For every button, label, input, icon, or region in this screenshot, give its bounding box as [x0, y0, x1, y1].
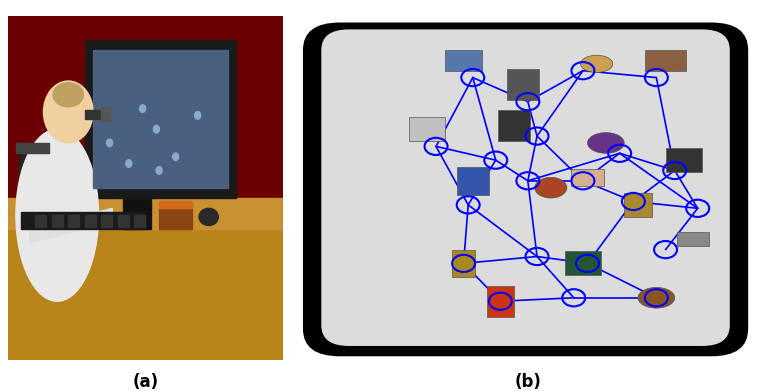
Bar: [457, 167, 489, 195]
Bar: [645, 50, 686, 71]
Bar: [452, 249, 475, 277]
Bar: [68, 215, 80, 227]
Bar: [85, 40, 236, 198]
Bar: [101, 107, 109, 120]
Bar: [101, 215, 112, 227]
Bar: [445, 50, 482, 71]
Ellipse shape: [535, 178, 567, 198]
Bar: [159, 208, 192, 229]
FancyBboxPatch shape: [321, 29, 730, 346]
Ellipse shape: [638, 287, 675, 308]
Ellipse shape: [199, 208, 218, 226]
FancyBboxPatch shape: [303, 23, 748, 356]
Circle shape: [156, 167, 162, 174]
Ellipse shape: [581, 55, 613, 72]
Circle shape: [153, 126, 159, 133]
Bar: [18, 143, 38, 229]
Circle shape: [125, 160, 132, 167]
Circle shape: [194, 112, 200, 119]
Ellipse shape: [16, 129, 99, 301]
Bar: [35, 215, 46, 227]
Bar: [409, 117, 445, 141]
Bar: [93, 50, 228, 188]
Bar: [21, 212, 145, 229]
Circle shape: [173, 153, 179, 160]
Circle shape: [106, 139, 112, 147]
Text: (a): (a): [132, 373, 158, 391]
Bar: [123, 195, 151, 229]
Bar: [85, 215, 96, 227]
Ellipse shape: [588, 133, 624, 153]
Bar: [135, 215, 145, 227]
Text: (b): (b): [514, 373, 542, 391]
Polygon shape: [8, 198, 283, 229]
Bar: [118, 215, 129, 227]
Bar: [666, 148, 702, 172]
Bar: [159, 201, 192, 208]
Ellipse shape: [53, 83, 83, 107]
Bar: [624, 193, 652, 217]
Circle shape: [44, 81, 93, 143]
Bar: [16, 143, 49, 153]
Bar: [571, 169, 604, 186]
Bar: [487, 286, 514, 317]
Bar: [498, 110, 530, 141]
Circle shape: [139, 105, 145, 112]
Bar: [507, 69, 539, 100]
Bar: [677, 232, 709, 246]
Bar: [52, 215, 63, 227]
Polygon shape: [8, 208, 283, 360]
Polygon shape: [30, 208, 112, 243]
Bar: [565, 251, 601, 275]
Bar: [85, 110, 104, 119]
